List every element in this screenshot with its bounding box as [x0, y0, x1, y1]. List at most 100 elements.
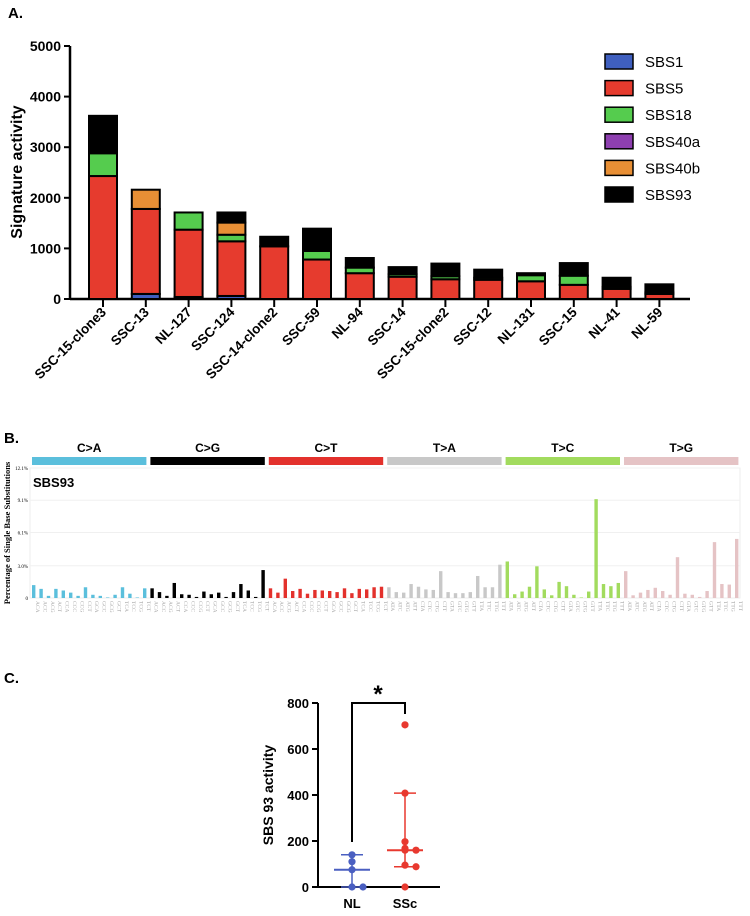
data-point: [348, 858, 356, 866]
bar: [150, 588, 154, 598]
panel-label-a: A.: [8, 5, 23, 22]
bar: [128, 593, 132, 598]
significance-star: *: [373, 681, 383, 708]
legend-label: SBS40a: [645, 134, 701, 151]
bar-segment-sbs93: [644, 283, 675, 294]
context-label: GCT: [234, 601, 240, 613]
context-label: TTG: [611, 601, 617, 612]
bar: [624, 571, 628, 598]
context-label: ACA: [34, 601, 40, 613]
context-label: GTC: [456, 601, 462, 612]
context-label: ACT: [175, 601, 181, 613]
bar: [587, 591, 591, 598]
context-label: ATT: [648, 601, 654, 612]
bar: [609, 586, 613, 598]
bar: [157, 592, 162, 598]
bar-segment-sbs93: [430, 262, 461, 278]
bar: [498, 564, 502, 598]
context-label: GCT: [352, 601, 358, 613]
bar: [535, 566, 539, 598]
bar: [350, 593, 354, 598]
y-tick-label: 200: [287, 834, 309, 849]
bar: [298, 588, 302, 598]
data-point: [401, 838, 409, 846]
y-tick-label: 0: [53, 291, 61, 307]
bar: [342, 588, 347, 598]
group-header-label: C>A: [77, 441, 102, 455]
bar: [54, 588, 58, 598]
legend-label: SBS18: [645, 107, 692, 124]
bar: [631, 595, 635, 598]
context-label: TTT: [619, 601, 625, 612]
y-tick-label: 4000: [30, 89, 61, 105]
y-tick-label: 800: [287, 696, 309, 711]
x-tick-label: SSC-13: [108, 304, 152, 348]
bar: [194, 596, 199, 598]
bar: [431, 589, 435, 598]
bar: [135, 597, 139, 598]
context-label: ATC: [397, 601, 403, 612]
y-tick-label: 0: [302, 880, 309, 895]
bar: [254, 596, 258, 598]
bar-segment-sbs5: [216, 240, 247, 297]
bar: [720, 584, 724, 598]
context-label: CTC: [426, 601, 432, 612]
context-label: GTG: [463, 601, 469, 612]
context-label: CCG: [315, 601, 321, 612]
bar: [39, 588, 43, 598]
context-label: CTG: [552, 601, 558, 612]
bar: [461, 593, 465, 598]
bar: [557, 581, 561, 598]
bar: [705, 591, 709, 598]
context-label: TTG: [730, 601, 736, 612]
context-label: CCT: [323, 601, 329, 612]
data-point: [348, 883, 356, 891]
context-label: GCG: [108, 601, 114, 613]
bar-segment-sbs18: [173, 211, 204, 231]
bar: [46, 595, 51, 598]
context-label: GCC: [219, 601, 225, 613]
data-point: [401, 846, 409, 854]
bar: [320, 590, 324, 598]
context-label: ACG: [286, 601, 292, 613]
bar: [372, 587, 376, 598]
context-label: ATG: [641, 601, 647, 612]
context-label: CTC: [545, 601, 551, 612]
bar-segment-sbs5: [259, 245, 290, 301]
context-label: TCT: [145, 601, 151, 612]
context-label: CTC: [663, 601, 669, 612]
group-header-bar: [505, 457, 620, 465]
context-label: ACT: [56, 601, 62, 613]
bar: [120, 587, 125, 598]
data-point: [401, 789, 409, 797]
bar: [187, 594, 191, 598]
context-label: GCC: [337, 601, 343, 613]
y-axis-label: Percentage of Single Base Substitutions: [2, 461, 12, 604]
context-label: GTT: [471, 601, 477, 612]
bar: [283, 578, 287, 598]
data-point: [412, 846, 420, 854]
context-label: TTA: [596, 601, 602, 611]
context-label: CCA: [182, 601, 188, 612]
legend-swatch-sbs5: [604, 79, 634, 97]
bar-segment-sbs93: [344, 257, 375, 269]
bar: [172, 582, 176, 598]
bar: [261, 570, 265, 598]
bar: [572, 594, 576, 598]
context-label: ATA: [626, 601, 632, 611]
legend-label: SBS93: [645, 187, 692, 204]
bar-segment-sbs93: [473, 268, 504, 279]
data-point: [359, 883, 367, 891]
bar: [209, 594, 213, 598]
legend-label: SBS5: [645, 81, 683, 98]
legend-swatch-sbs40a: [604, 133, 634, 150]
bar: [668, 594, 672, 598]
legend-swatch-sbs40b: [604, 159, 634, 177]
bar-segment-sbs18: [88, 152, 118, 178]
context-label: TCA: [241, 601, 247, 612]
context-label: ACC: [278, 601, 284, 613]
context-label: TCA: [360, 601, 366, 612]
bar-segment-sbs18: [558, 274, 589, 286]
bar: [106, 597, 110, 598]
context-label: GCA: [212, 601, 218, 613]
